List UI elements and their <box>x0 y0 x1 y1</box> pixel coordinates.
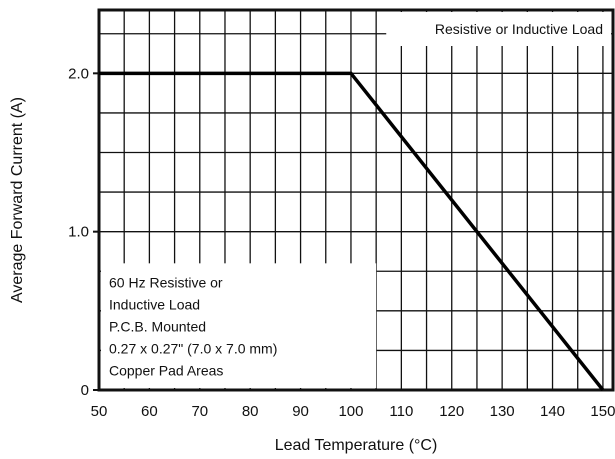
conditions-note-line: 0.27 x 0.27" (7.0 x 7.0 mm) <box>109 340 277 356</box>
y-tick-label: 1.0 <box>68 224 89 241</box>
x-tick-label: 110 <box>389 403 413 420</box>
x-tick-label: 140 <box>540 403 565 420</box>
load-type-label: Resistive or Inductive Load <box>435 21 603 37</box>
y-tick-label: 2.0 <box>68 65 89 82</box>
plot-frame <box>97 8 615 392</box>
conditions-note-background <box>101 263 377 388</box>
load-type-label-background <box>386 12 611 46</box>
conditions-note-line: Inductive Load <box>109 296 200 312</box>
x-axis-ticks: 50 60 70 80 90 100 110 120 130 140 150 <box>91 403 615 420</box>
x-tick-label: 130 <box>490 403 515 420</box>
x-tick-label: 60 <box>141 403 158 420</box>
x-tick-label: 90 <box>292 403 309 420</box>
y-axis-title: Average Forward Current (A) <box>9 97 26 303</box>
y-tick-label: 0 <box>81 382 89 399</box>
x-tick-label: 100 <box>338 403 363 420</box>
conditions-note: 60 Hz Resistive or Inductive Load P.C.B. M… <box>109 274 277 378</box>
conditions-note-line: P.C.B. Mounted <box>109 318 206 334</box>
conditions-note-line: 60 Hz Resistive or <box>109 274 223 290</box>
y-axis-ticks: 0 1.0 2.0 <box>68 65 99 399</box>
derating-curve <box>99 71 605 392</box>
x-tick-label: 80 <box>242 403 259 420</box>
x-tick-label: 120 <box>439 403 464 420</box>
x-tick-label: 50 <box>91 403 108 420</box>
x-axis-title: Lead Temperature (°C) <box>275 437 438 454</box>
x-tick-label: 150 <box>590 403 615 420</box>
series-layer <box>99 71 605 392</box>
x-tick-label: 70 <box>191 403 208 420</box>
conditions-note-line: Copper Pad Areas <box>109 362 223 378</box>
